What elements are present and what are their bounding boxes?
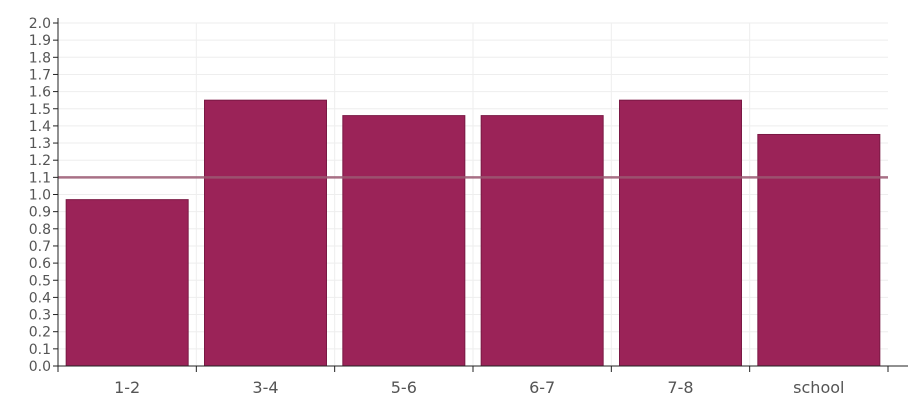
x-tick-label: 7-8 (667, 378, 693, 396)
y-tick-label: 0.8 (29, 222, 51, 238)
x-tick-label: 5-6 (391, 378, 417, 396)
y-tick-label: 1.3 (29, 136, 51, 152)
y-tick-label: 0.6 (29, 256, 51, 272)
bar-1-2 (65, 199, 189, 367)
bar-7-8 (619, 99, 742, 367)
y-tick-label: 0.7 (29, 239, 51, 255)
y-tick-label: 0.2 (29, 325, 51, 341)
bar-5-6 (342, 115, 466, 367)
bar-school (757, 133, 881, 367)
x-tick-label: 3-4 (252, 378, 278, 396)
axes (57, 18, 908, 367)
y-tick-label: 0.0 (29, 359, 51, 375)
y-tick-label: 1.0 (29, 188, 51, 204)
y-tick-label: 2.0 (29, 16, 51, 32)
y-tick-label: 1.8 (29, 50, 51, 66)
y-tick-label: 0.3 (29, 308, 51, 324)
y-tick-label: 1.5 (29, 102, 51, 118)
bars (65, 99, 881, 367)
y-tick-label: 1.6 (29, 85, 51, 101)
y-axis-ticks: 0.00.10.20.30.40.50.60.70.80.91.01.11.21… (29, 16, 58, 375)
y-tick-label: 1.1 (29, 170, 51, 186)
x-axis-ticks: 1-2 3-4 5-6 6-7 7-8 school (57, 366, 889, 396)
y-tick-label: 0.5 (29, 273, 51, 289)
x-tick-label: school (793, 378, 844, 396)
y-tick-label: 0.9 (29, 205, 51, 221)
y-tick-label: 0.4 (29, 290, 51, 306)
y-tick-label: 1.4 (29, 119, 51, 135)
y-tick-label: 1.7 (29, 67, 51, 83)
x-tick-label: 6-7 (529, 378, 555, 396)
x-tick-label: 1-2 (114, 378, 140, 396)
y-tick-label: 1.9 (29, 33, 51, 49)
y-tick-label: 1.2 (29, 153, 51, 169)
y-tick-label: 0.1 (29, 342, 51, 358)
bar-3-4 (204, 99, 327, 367)
bar-6-7 (480, 115, 604, 367)
